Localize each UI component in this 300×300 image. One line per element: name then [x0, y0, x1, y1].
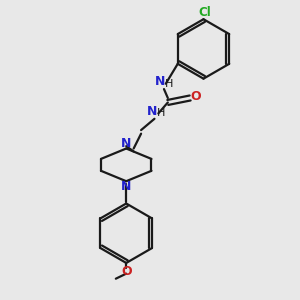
Text: N: N [120, 137, 131, 150]
Text: Cl: Cl [199, 6, 212, 19]
Text: N: N [154, 75, 165, 88]
Text: H: H [157, 108, 166, 118]
Text: N: N [147, 105, 158, 118]
Text: H: H [164, 79, 173, 89]
Text: O: O [191, 90, 201, 103]
Text: N: N [120, 180, 131, 193]
Text: O: O [122, 265, 132, 278]
